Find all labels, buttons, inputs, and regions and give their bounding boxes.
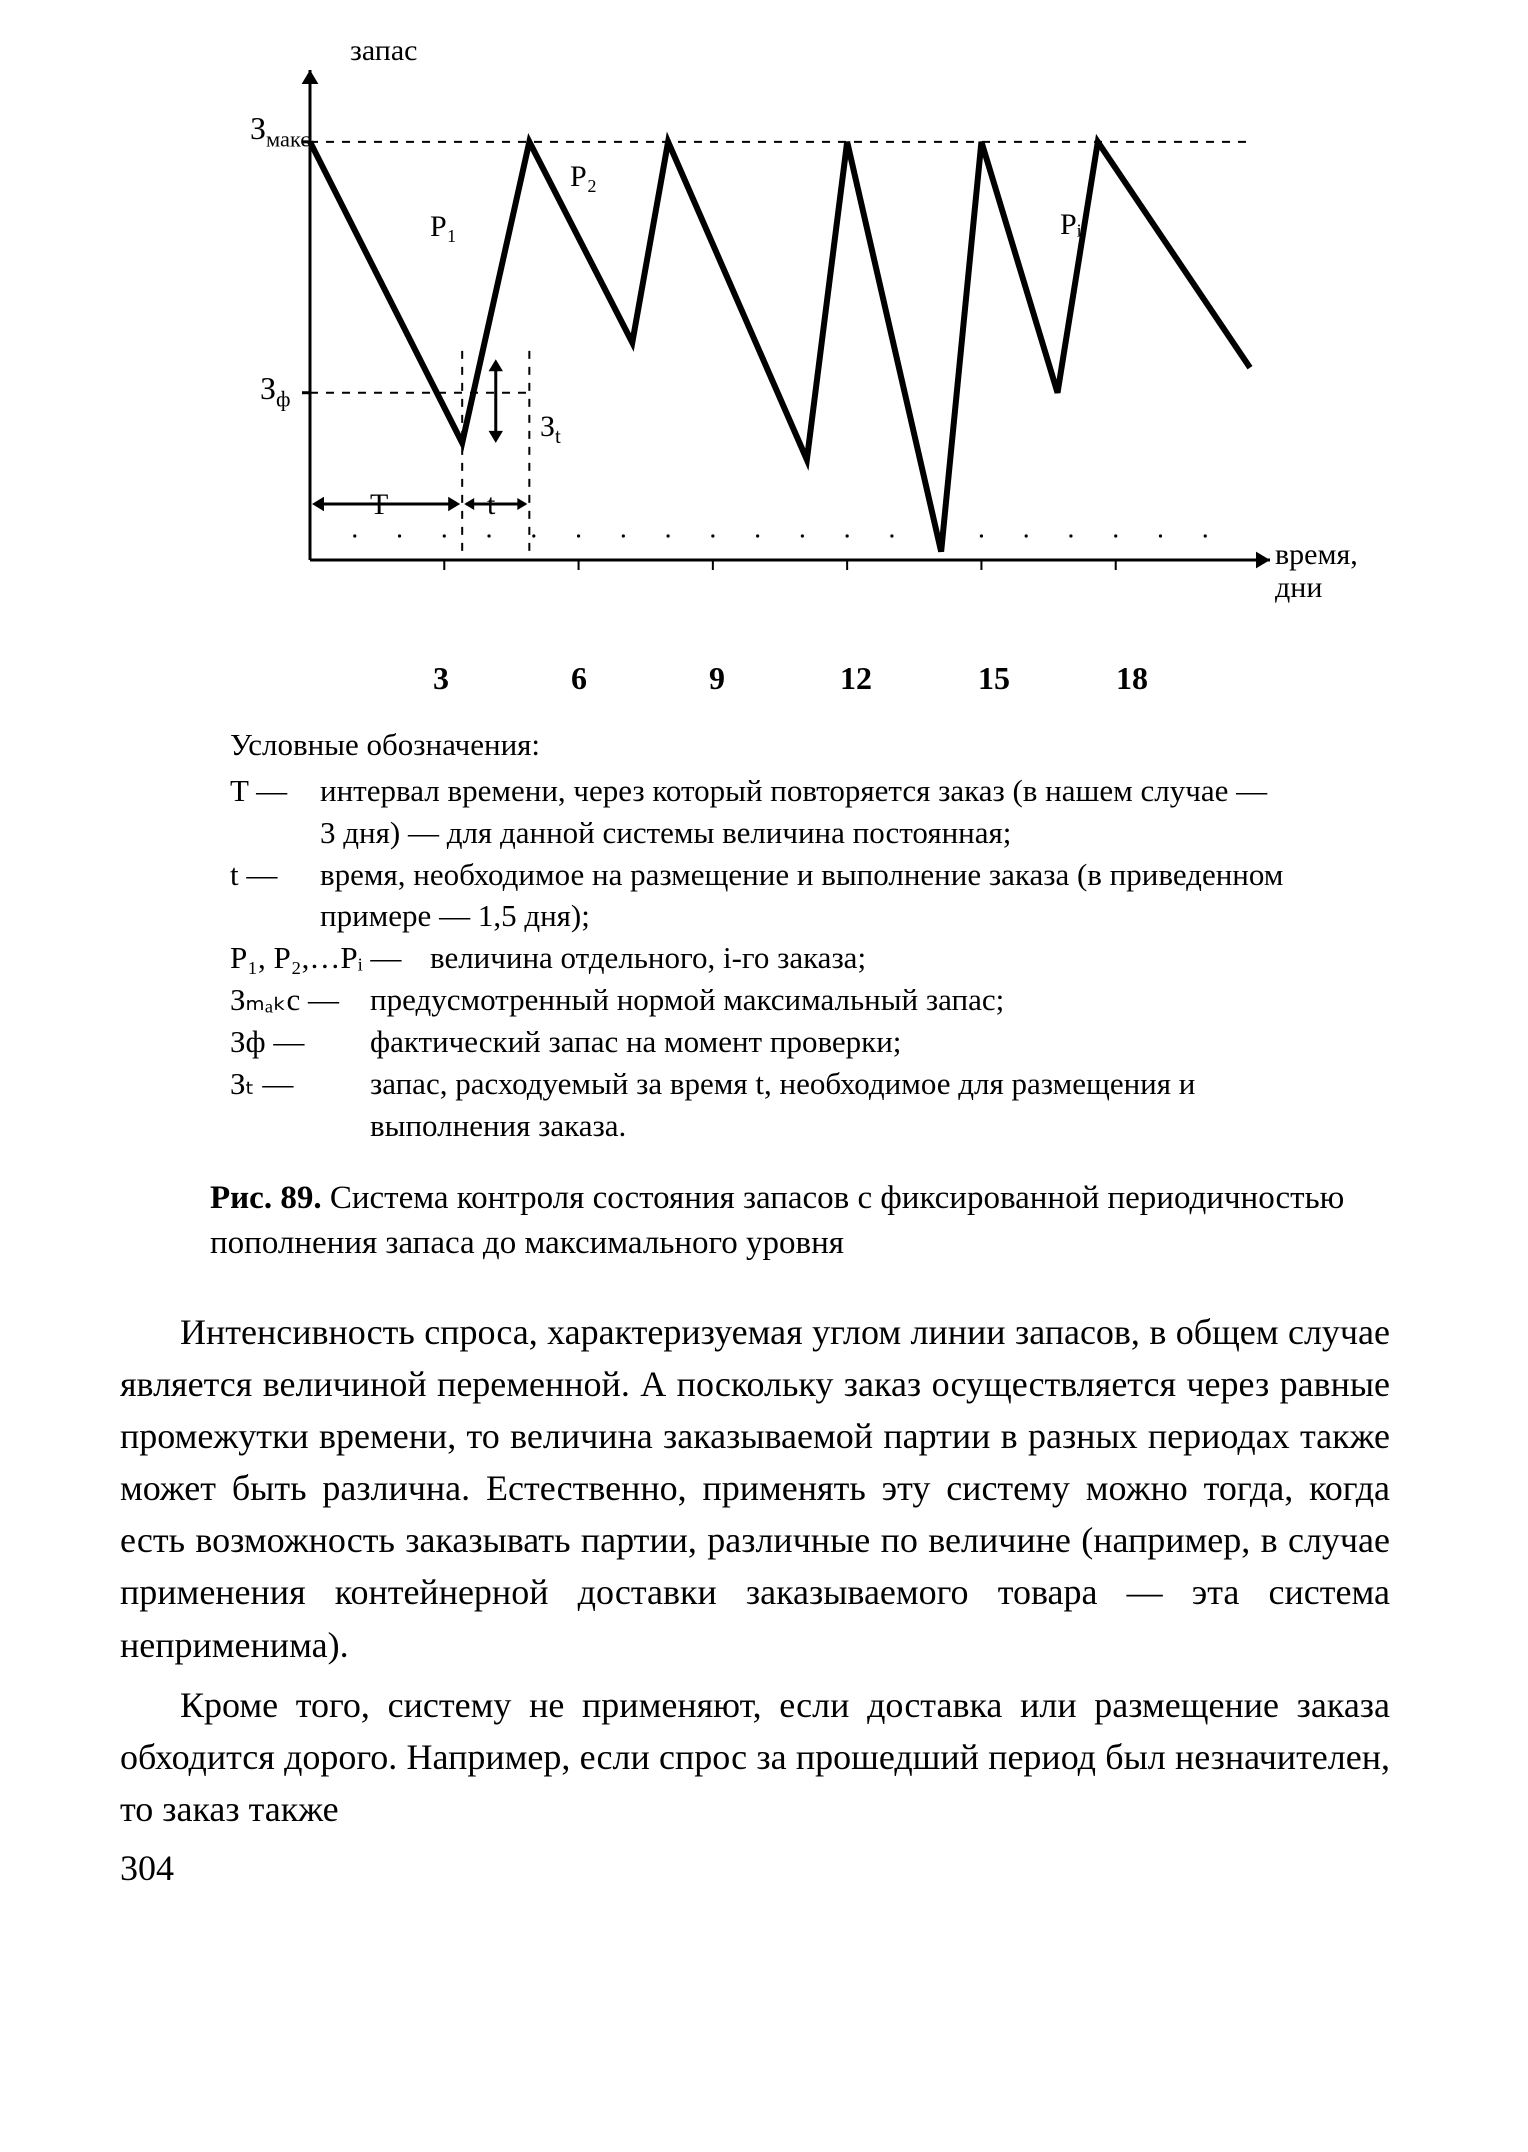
label-p2: P₂ <box>570 160 597 194</box>
legend-def: фактический запас на момент проверки; <box>370 1021 1290 1063</box>
x-tick-15: 15 <box>978 660 1010 697</box>
legend-row-Zt: Зₜ — запас, расходуемый за время t, необ… <box>230 1063 1290 1147</box>
x-tick-18: 18 <box>1116 660 1148 697</box>
legend-sym: Зₜ — <box>230 1063 370 1105</box>
x-tick-row: 3 6 9 12 15 18 <box>180 660 1380 700</box>
x-tick-9: 9 <box>709 660 725 697</box>
label-p1: P₁ <box>430 210 457 244</box>
label-T: T <box>370 488 388 522</box>
x-tick-6: 6 <box>571 660 587 697</box>
legend-row-Zmax: Зₘₐₖc — предусмотренный нормой максималь… <box>230 979 1290 1021</box>
legend-def: время, необходимое на размещение и выпол… <box>320 854 1290 938</box>
legend-row-Zphi: Зф — фактический запас на момент проверк… <box>230 1021 1290 1063</box>
legend-def: интервал времени, через который повторяе… <box>320 770 1290 854</box>
chart-area: запас время, дни Змакс Зф P₁ P₂ Pᵢ Зt T … <box>180 40 1380 660</box>
legend-row-T: T — интервал времени, через который повт… <box>230 770 1290 854</box>
legend-def: предусмотренный нормой максимальный запа… <box>370 979 1290 1021</box>
legend-def: величина отдельного, i-го заказа; <box>430 937 1290 979</box>
legend-row-Pi: P₁, P₂,…Pᵢ — величина отдельного, i-го з… <box>230 937 1290 979</box>
legend-sym: P₁, P₂,…Pᵢ — <box>230 937 430 979</box>
legend-row-t: t — время, необходимое на размещение и в… <box>230 854 1290 938</box>
legend-title: Условные обозначения: <box>230 724 1290 766</box>
body-para-1: Интенсивность спроса, характеризуемая уг… <box>120 1306 1390 1671</box>
legend-sym: t — <box>230 854 320 896</box>
body-para-2: Кроме того, систему не применяют, если д… <box>120 1679 1390 1836</box>
caption-text: Система контроля состояния запасов с фик… <box>210 1180 1344 1261</box>
legend-sym: Зф — <box>230 1021 370 1063</box>
body-text: Интенсивность спроса, характеризуемая уг… <box>120 1306 1390 1836</box>
label-pi: Pᵢ <box>1060 208 1082 242</box>
label-t: t <box>487 488 495 522</box>
x-tick-12: 12 <box>840 660 872 697</box>
figure-caption: Рис. 89. Система контроля состояния запа… <box>210 1176 1350 1265</box>
x-tick-3: 3 <box>433 660 449 697</box>
legend-def: запас, расходуемый за время t, необходим… <box>370 1063 1290 1147</box>
legend-sym: Зₘₐₖc — <box>230 979 370 1021</box>
label-zt: Зt <box>540 410 561 449</box>
page-number: 304 <box>120 1847 1408 1889</box>
page: запас время, дни Змакс Зф P₁ P₂ Pᵢ Зt T … <box>0 0 1528 2152</box>
caption-bold: Рис. 89. <box>210 1180 322 1216</box>
legend-sym: T — <box>230 770 320 812</box>
chart-svg <box>180 40 1380 640</box>
legend-block: Условные обозначения: T — интервал време… <box>230 724 1290 1146</box>
